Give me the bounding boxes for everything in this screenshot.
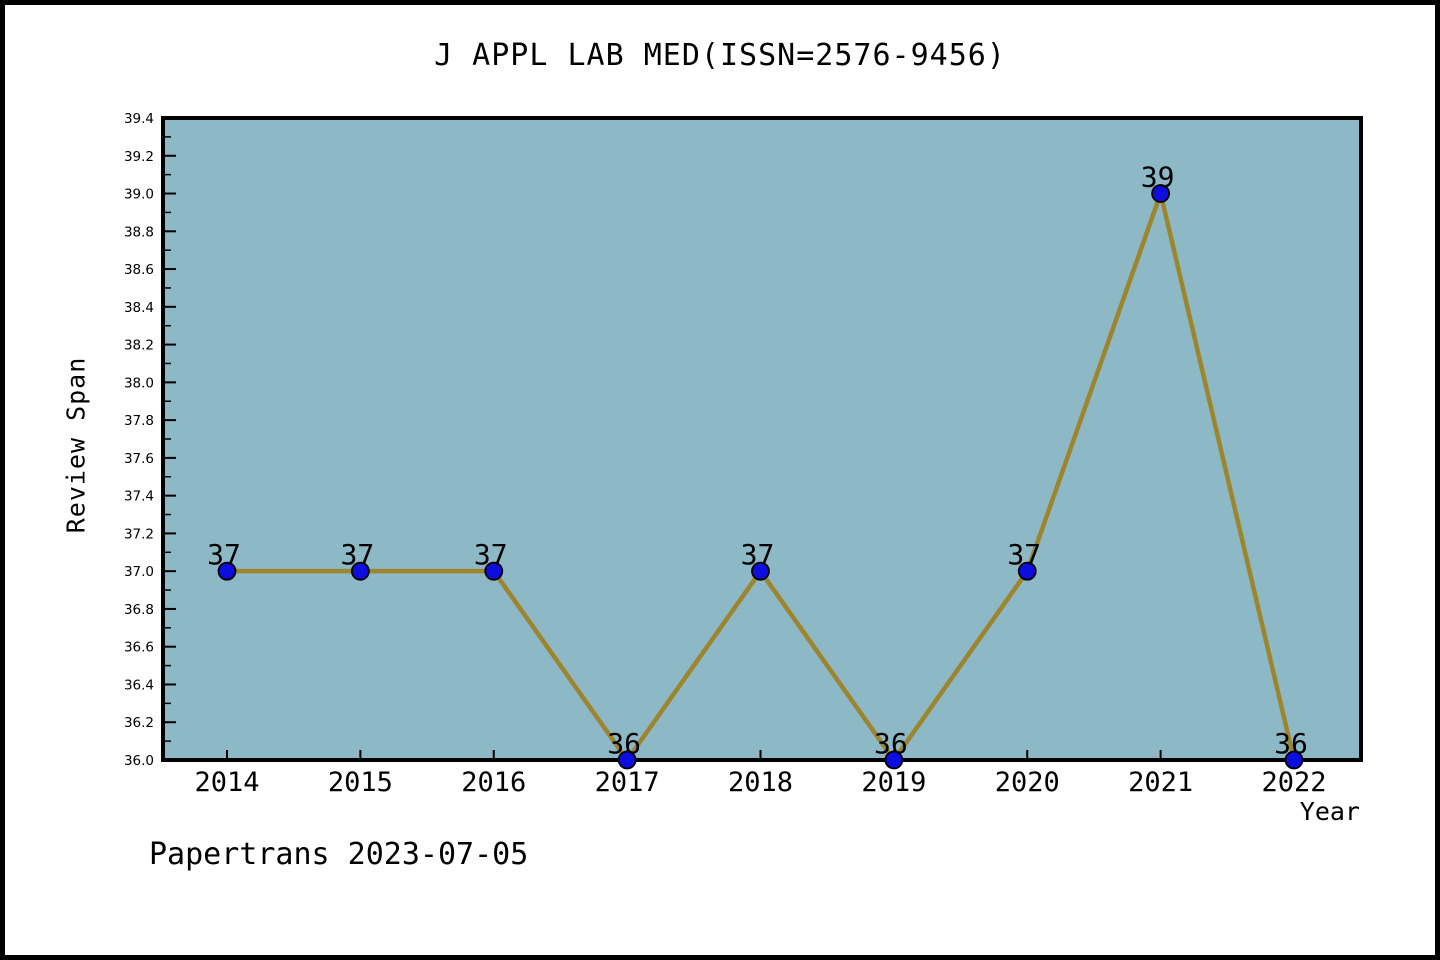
x-tick-label: 2015 bbox=[328, 767, 393, 798]
x-axis-title: Year bbox=[1299, 797, 1360, 826]
y-tick-label: 38.6 bbox=[124, 262, 154, 278]
data-point bbox=[217, 561, 237, 581]
data-point bbox=[751, 561, 770, 581]
data-point-label: 36 bbox=[1274, 727, 1308, 760]
y-tick-label: 36.2 bbox=[124, 715, 154, 731]
y-tick-label: 39.0 bbox=[124, 187, 154, 203]
data-point-label: 36 bbox=[607, 727, 641, 760]
x-axis-ticks: 2014 2015 2016 2017 2018 2019 2020 2021 2022 bbox=[194, 750, 1327, 798]
y-tick-label: 37.4 bbox=[124, 489, 154, 505]
plot-frame bbox=[161, 116, 1363, 762]
y-tick-label: 37.2 bbox=[124, 526, 154, 542]
y-tick-label: 38.2 bbox=[124, 338, 154, 354]
y-tick-label: 38.0 bbox=[124, 375, 154, 391]
data-point bbox=[884, 750, 904, 770]
data-point-labels: 37 37 37 36 37 36 37 39 36 bbox=[207, 161, 1308, 760]
x-tick-label: 2017 bbox=[595, 767, 660, 798]
data-point bbox=[1284, 750, 1304, 770]
y-tick-label: 36.0 bbox=[124, 753, 154, 769]
y-tick-label: 36.8 bbox=[124, 602, 154, 618]
data-point-label: 37 bbox=[341, 538, 375, 571]
y-tick-label: 36.4 bbox=[124, 677, 154, 693]
x-tick-label: 2019 bbox=[861, 767, 926, 798]
chart-title: J APPL LAB MED(ISSN=2576-9456) bbox=[434, 38, 1006, 73]
data-point-label: 36 bbox=[874, 727, 908, 760]
x-tick-label: 2021 bbox=[1128, 767, 1193, 798]
y-tick-label: 38.8 bbox=[124, 224, 154, 240]
y-tick-label: 38.4 bbox=[124, 300, 154, 316]
x-tick-label: 2018 bbox=[728, 767, 793, 798]
y-tick-label: 36.6 bbox=[124, 640, 154, 656]
data-point-label: 37 bbox=[1007, 538, 1041, 571]
x-tick-label: 2014 bbox=[194, 767, 259, 798]
y-tick-label: 37.0 bbox=[124, 564, 154, 580]
data-point bbox=[1151, 184, 1171, 203]
x-tick-label: 2022 bbox=[1261, 767, 1326, 798]
y-tick-label: 39.4 bbox=[124, 111, 154, 127]
y-tick-label: 37.8 bbox=[124, 413, 154, 429]
data-point bbox=[484, 561, 504, 581]
data-point bbox=[617, 750, 637, 770]
y-tick-label: 37.6 bbox=[124, 451, 154, 467]
y-tick-label: 39.2 bbox=[124, 149, 154, 165]
data-point-label: 37 bbox=[741, 538, 775, 571]
data-point bbox=[350, 561, 370, 581]
data-point-label: 39 bbox=[1141, 161, 1175, 194]
watermark-text: Papertrans 2023-07-05 bbox=[149, 837, 529, 872]
data-point-label: 37 bbox=[474, 538, 508, 571]
data-point bbox=[1017, 561, 1037, 581]
plot-background bbox=[163, 118, 1361, 760]
x-tick-label: 2020 bbox=[995, 767, 1060, 798]
x-tick-label: 2016 bbox=[461, 767, 526, 798]
data-point-label: 37 bbox=[207, 538, 241, 571]
data-points bbox=[217, 184, 1304, 770]
